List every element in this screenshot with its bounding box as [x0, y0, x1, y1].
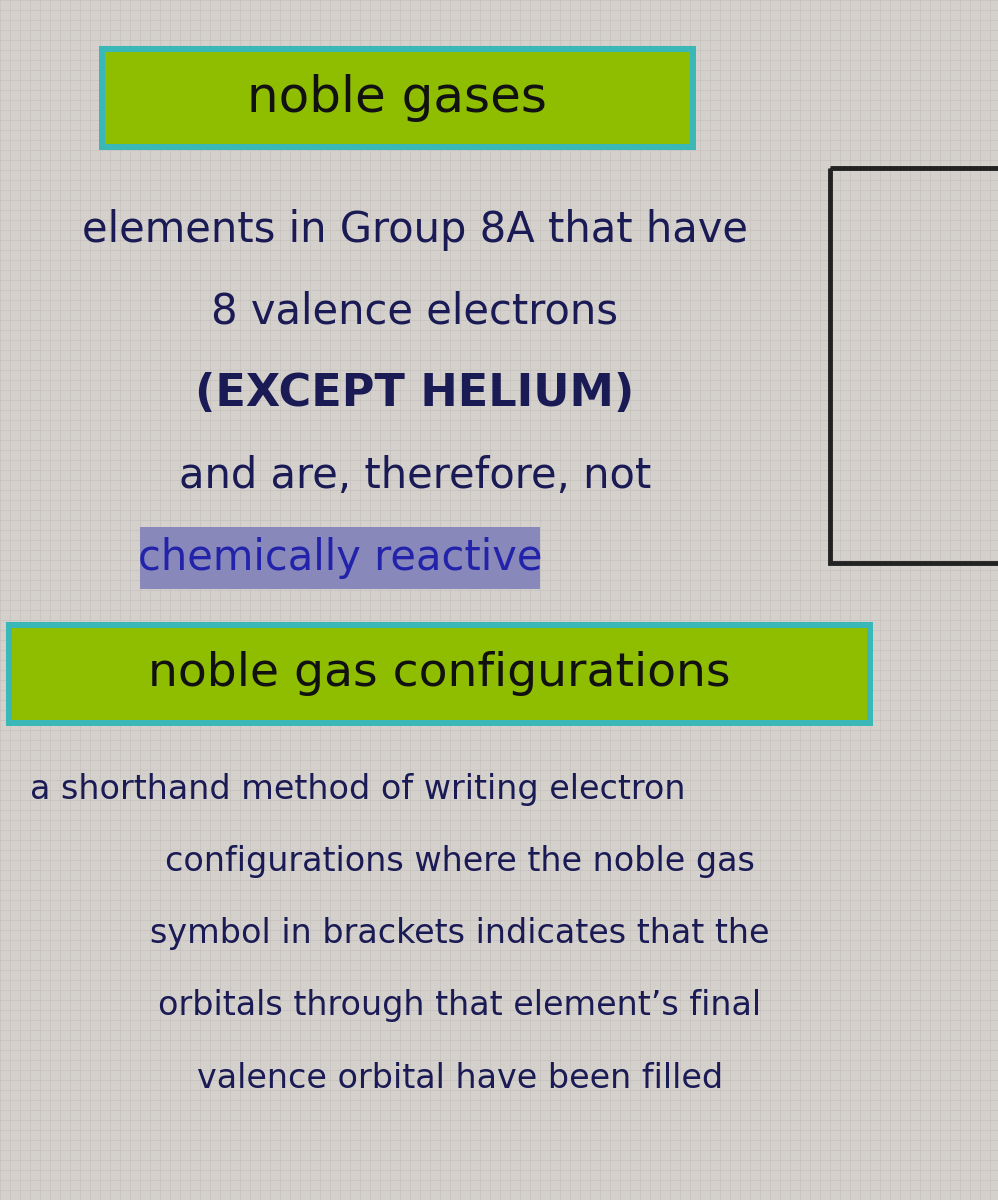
FancyBboxPatch shape [99, 46, 696, 150]
FancyBboxPatch shape [6, 622, 873, 726]
Text: symbol in brackets indicates that the: symbol in brackets indicates that the [151, 918, 769, 950]
Text: a shorthand method of writing electron: a shorthand method of writing electron [30, 774, 686, 806]
FancyBboxPatch shape [12, 628, 867, 720]
Text: orbitals through that element’s final: orbitals through that element’s final [159, 990, 761, 1022]
FancyBboxPatch shape [140, 527, 540, 589]
Text: configurations where the noble gas: configurations where the noble gas [165, 846, 754, 878]
Text: 8 valence electrons: 8 valence electrons [212, 290, 619, 332]
Text: (EXCEPT HELIUM): (EXCEPT HELIUM) [196, 372, 635, 415]
Text: valence orbital have been filled: valence orbital have been filled [197, 1062, 724, 1094]
Text: chemically reactive: chemically reactive [138, 538, 542, 578]
FancyBboxPatch shape [105, 52, 690, 144]
Text: elements in Group 8A that have: elements in Group 8A that have [82, 209, 748, 251]
Text: noble gases: noble gases [248, 74, 548, 122]
Text: and are, therefore, not: and are, therefore, not [179, 455, 651, 497]
Text: noble gas configurations: noble gas configurations [149, 652, 731, 696]
